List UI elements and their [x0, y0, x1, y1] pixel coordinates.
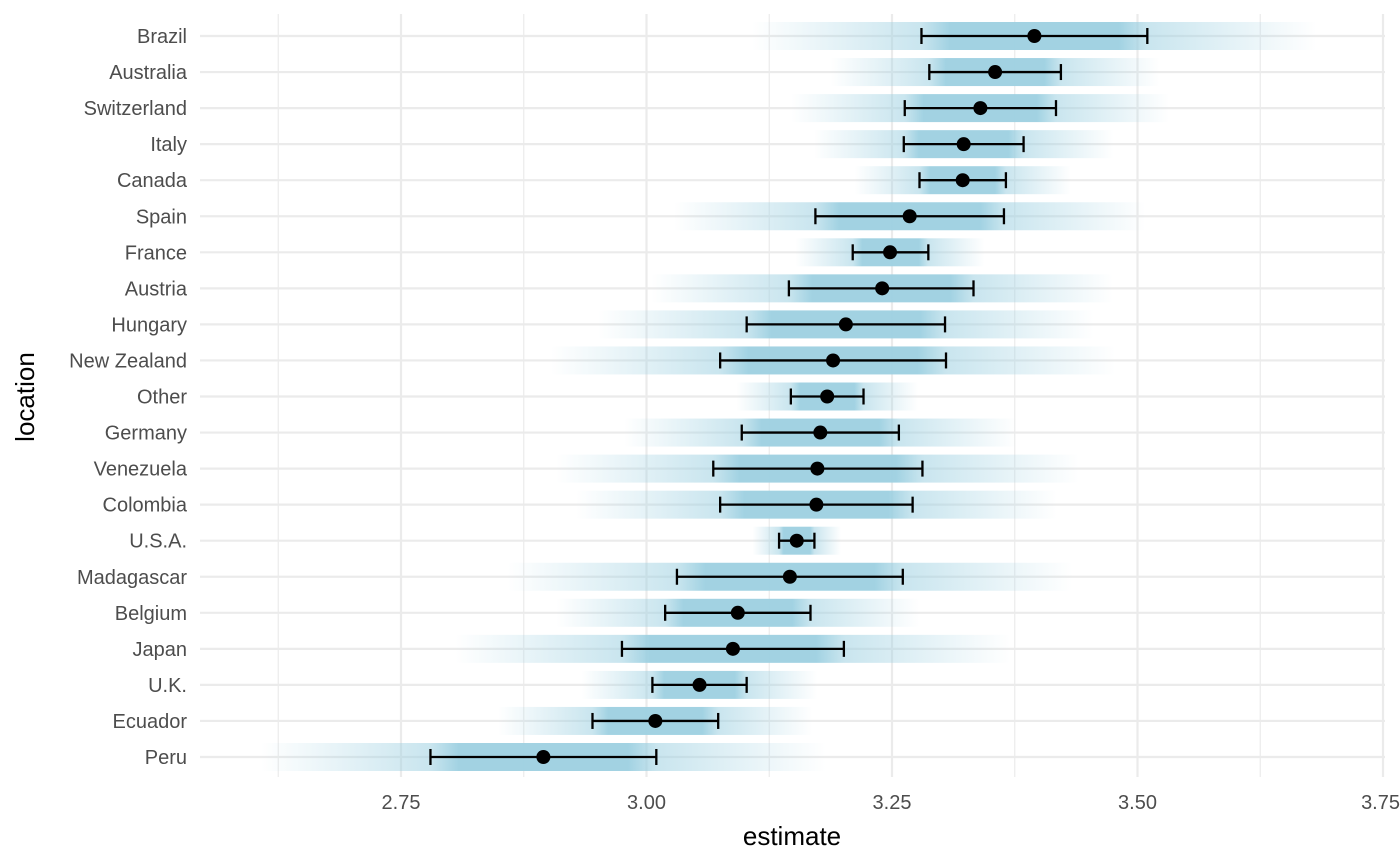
points — [536, 29, 1042, 764]
y-tick-label: France — [125, 242, 187, 264]
point-venezuela — [810, 461, 825, 476]
point-canada — [955, 173, 970, 188]
x-tick-label: 3.75 — [1361, 792, 1400, 814]
x-tick-label: 3.25 — [873, 792, 912, 814]
x-tick-label: 2.75 — [382, 792, 421, 814]
y-tick-label: Other — [137, 387, 187, 409]
y-tick-label: Spain — [136, 206, 187, 228]
y-tick-label: New Zealand — [69, 350, 187, 372]
x-axis-title: estimate — [743, 821, 841, 851]
point-other — [820, 389, 835, 404]
y-tick-label: Italy — [150, 134, 187, 156]
point-u-k- — [692, 677, 707, 692]
y-tick-label: Belgium — [115, 603, 187, 625]
y-tick-label: Germany — [105, 423, 187, 445]
x-tick-labels: 2.75 3.00 3.25 3.50 3.75 — [382, 792, 1400, 814]
point-belgium — [730, 605, 745, 620]
y-tick-label: Australia — [109, 62, 188, 84]
y-tick-label: Switzerland — [84, 98, 187, 120]
y-tick-label: Colombia — [103, 495, 188, 517]
point-new-zealand — [826, 353, 841, 368]
point-hungary — [838, 317, 853, 332]
point-japan — [725, 641, 740, 656]
y-tick-label: Venezuela — [94, 459, 188, 481]
point-germany — [813, 425, 828, 440]
point-madagascar — [782, 569, 797, 584]
y-tick-label: Ecuador — [113, 711, 188, 733]
point-france — [883, 245, 898, 260]
point-austria — [875, 281, 890, 296]
y-tick-label: Hungary — [111, 314, 187, 336]
y-tick-label: Peru — [145, 747, 187, 769]
point-u-s-a- — [789, 533, 804, 548]
y-tick-label: Japan — [133, 639, 188, 661]
y-tick-labels: Brazil Australia Switzerland Italy Canada Spa… — [69, 26, 188, 769]
y-tick-label: Austria — [125, 278, 188, 300]
point-italy — [956, 137, 971, 152]
y-tick-label: U.S.A. — [129, 531, 187, 553]
y-tick-label: Madagascar — [77, 567, 187, 589]
y-tick-label: Canada — [117, 170, 188, 192]
point-ecuador — [648, 713, 663, 728]
x-tick-label: 3.50 — [1118, 792, 1157, 814]
point-colombia — [809, 497, 824, 512]
y-axis-title: location — [10, 352, 40, 442]
y-tick-label: U.K. — [148, 675, 187, 697]
point-spain — [902, 209, 917, 224]
point-brazil — [1027, 29, 1042, 43]
point-peru — [536, 750, 551, 764]
point-switzerland — [973, 101, 988, 116]
point-australia — [988, 65, 1003, 80]
x-tick-label: 3.00 — [627, 792, 666, 814]
y-tick-label: Brazil — [137, 26, 187, 48]
